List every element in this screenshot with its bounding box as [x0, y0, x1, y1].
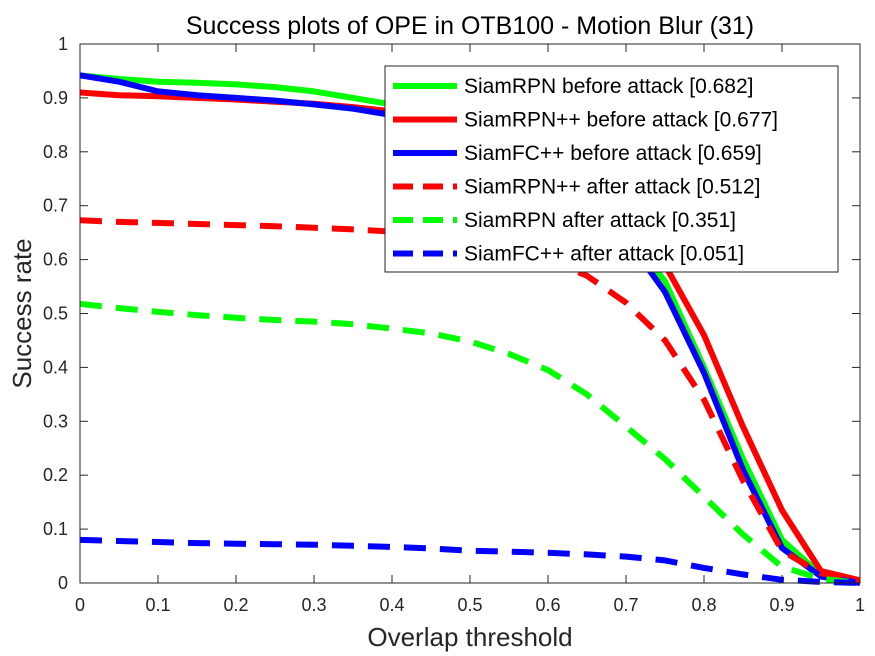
y-tick-label: 0.9: [43, 88, 68, 108]
y-axis-title: Success rate: [7, 238, 37, 388]
x-tick-label: 0.2: [223, 595, 248, 615]
y-tick-label: 1: [58, 34, 68, 54]
legend: SiamRPN before attack [0.682] SiamRPN++ b…: [384, 65, 839, 273]
y-tick-label: 0.8: [43, 142, 68, 162]
legend-label-6: SiamFC++ after attack [0.051]: [464, 243, 744, 266]
x-axis-title: Overlap threshold: [367, 622, 572, 652]
y-tick-label: 0.7: [43, 196, 68, 216]
y-tick-label: 0.3: [43, 411, 68, 431]
y-tick-label: 0.6: [43, 250, 68, 270]
x-tick-label: 1: [855, 595, 865, 615]
series-line-6: [80, 536, 860, 586]
x-tick-label: 0.5: [457, 595, 482, 615]
legend-label-1: SiamRPN before attack [0.682]: [464, 75, 753, 98]
legend-label-2: SiamRPN++ before attack [0.677]: [464, 109, 778, 132]
legend-label-5: SiamRPN after attack [0.351]: [464, 209, 736, 232]
legend-label-4: SiamRPN++ after attack [0.512]: [464, 176, 760, 199]
x-tick-label: 0.8: [691, 595, 716, 615]
y-tick-label: 0.5: [43, 304, 68, 324]
legend-box: [384, 65, 839, 273]
ticks-layer: 0 0.1 0.2 0.3 0.4 0.5 0.6 0.7 0.8 0.9 1 0 0.1 0.2 0.3 0…: [43, 34, 865, 615]
x-tick-label: 0.9: [769, 595, 794, 615]
y-tick-label: 0: [58, 573, 68, 593]
x-tick-label: 0.4: [379, 595, 404, 615]
y-tick-label: 0.4: [43, 357, 68, 377]
x-tick-label: 0.3: [301, 595, 326, 615]
x-tick-label: 0.7: [613, 595, 638, 615]
x-tick-label: 0: [75, 595, 85, 615]
legend-label-3: SiamFC++ before attack [0.659]: [464, 142, 762, 165]
x-tick-label: 0.6: [535, 595, 560, 615]
y-tick-label: 0.2: [43, 465, 68, 485]
x-tick-label: 0.1: [145, 595, 170, 615]
chart-title: Success plots of OPE in OTB100 - Motion …: [186, 12, 754, 40]
y-tick-label: 0.1: [43, 519, 68, 539]
